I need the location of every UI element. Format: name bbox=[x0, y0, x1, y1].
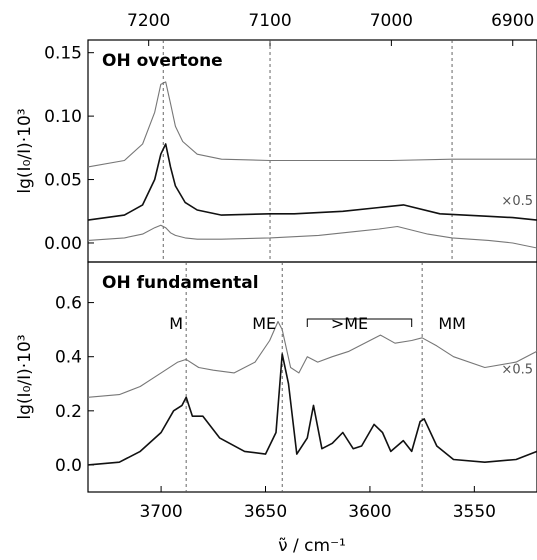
x-tick-label: 7100 bbox=[248, 11, 291, 31]
y-tick-label: 0.05 bbox=[44, 171, 82, 191]
series-line bbox=[87, 353, 537, 466]
y-axis-label: lg(I₀/I)·10³ bbox=[15, 108, 35, 193]
series-line bbox=[87, 224, 537, 249]
scale-factor-label: ×0.5 bbox=[501, 194, 533, 209]
x-tick-label: 3600 bbox=[348, 502, 391, 522]
region-bracket bbox=[306, 318, 413, 327]
series-line bbox=[87, 81, 537, 168]
plot-frame bbox=[87, 39, 537, 263]
fundamental-panel: 0.0 0.2 0.4 0.6 3700 3650 3600 3550 ×0.5 OH funda… bbox=[15, 261, 537, 522]
y-tick-label: 0.10 bbox=[44, 107, 82, 127]
y-tick-label: 0.4 bbox=[55, 348, 82, 368]
x-tick-label: 3700 bbox=[139, 502, 182, 522]
y-tick-label: 0.15 bbox=[44, 44, 82, 64]
panel-title: OH fundamental bbox=[102, 273, 259, 293]
y-tick-label: 0.2 bbox=[55, 402, 82, 422]
x-tick-label: 7000 bbox=[370, 11, 413, 31]
peak-annotation: ME bbox=[252, 314, 276, 333]
x-tick-label: 3650 bbox=[244, 502, 287, 522]
peak-annotation: M bbox=[169, 314, 183, 333]
peak-annotation: >ME bbox=[331, 314, 368, 333]
overtone-panel: 0.00 0.05 0.10 0.15 7200 7100 7000 6900 ×0.5 OH o… bbox=[15, 11, 537, 263]
y-tick-label: 0.0 bbox=[55, 456, 82, 476]
x-tick-label: 3550 bbox=[453, 502, 496, 522]
x-tick-label: 7200 bbox=[127, 11, 170, 31]
panel-title: OH overtone bbox=[102, 51, 223, 71]
series-line bbox=[87, 320, 537, 398]
x-tick-label: 6900 bbox=[491, 11, 534, 31]
y-tick-label: 0.6 bbox=[55, 294, 82, 314]
plot-frame bbox=[87, 261, 537, 493]
y-axis-label: lg(I₀/I)·10³ bbox=[15, 334, 35, 419]
peak-annotation: MM bbox=[438, 314, 466, 333]
scale-factor-label: ×0.5 bbox=[501, 362, 533, 377]
x-axis-label: ν̃ / cm⁻¹ bbox=[278, 536, 346, 556]
y-tick-label: 0.00 bbox=[44, 234, 82, 254]
series-line bbox=[87, 143, 537, 221]
